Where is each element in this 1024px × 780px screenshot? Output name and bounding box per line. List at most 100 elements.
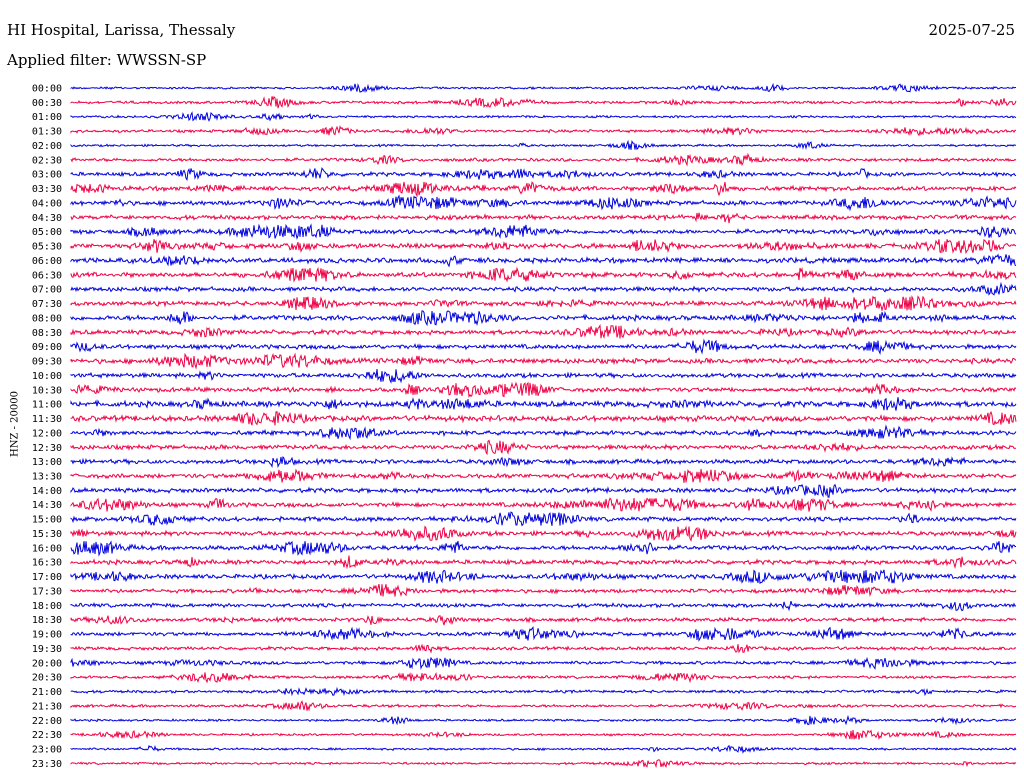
time-tick-label: 22:30 (32, 730, 62, 741)
time-tick-label: 12:00 (32, 428, 62, 439)
time-tick-label: 21:00 (32, 687, 62, 698)
trace-line (70, 700, 1017, 712)
time-tick-label: 13:30 (32, 471, 62, 482)
filter-label: Applied filter: WWSSN-SP (7, 51, 207, 69)
time-tick-label: 06:30 (32, 270, 62, 281)
time-tick-label: 20:30 (32, 673, 62, 684)
time-tick-label: 22:00 (32, 716, 62, 727)
trace-line (70, 125, 1017, 137)
trace-line (70, 714, 1017, 726)
time-tick-label: 19:30 (32, 644, 62, 655)
trace-line (70, 686, 1017, 697)
trace-line (70, 468, 1017, 483)
trace-line (70, 439, 1016, 456)
time-tick-label: 02:00 (32, 141, 62, 152)
trace-line (70, 729, 1017, 741)
time-tick-label: 08:00 (32, 313, 62, 324)
trace-line (70, 569, 1017, 585)
time-tick-label: 14:00 (32, 486, 62, 497)
trace-line (70, 167, 1017, 182)
trace-line (70, 424, 1017, 441)
trace-line (70, 600, 1017, 612)
time-tick-label: 15:30 (32, 529, 62, 540)
time-tick-label: 18:30 (32, 615, 62, 626)
trace-line (70, 111, 1017, 122)
trace-line (70, 583, 1017, 597)
trace-line (70, 139, 1017, 151)
time-tick-label: 16:30 (32, 558, 62, 569)
time-tick-label: 09:30 (32, 357, 62, 368)
trace-line (70, 744, 1017, 755)
trace-line (70, 223, 1017, 240)
time-tick-label: 11:00 (32, 400, 62, 411)
trace-line (70, 212, 1017, 224)
trace-line (70, 96, 1017, 109)
time-tick-label: 19:00 (32, 630, 62, 641)
trace-line (70, 483, 1017, 498)
trace-line (70, 294, 1017, 313)
date-label: 2025-07-25 (928, 21, 1015, 39)
time-tick-label: 03:00 (32, 170, 62, 181)
trace-line (70, 614, 1017, 626)
trace-line (70, 152, 1017, 167)
time-tick-label: 12:30 (32, 443, 62, 454)
time-tick-label: 23:30 (32, 759, 62, 770)
time-tick-label: 23:00 (32, 745, 62, 756)
trace-line (70, 194, 1017, 212)
time-tick-label: 17:30 (32, 586, 62, 597)
time-tick-label: 08:30 (32, 328, 62, 339)
trace-line (70, 82, 1016, 93)
trace-line (70, 511, 1017, 527)
time-tick-label: 11:30 (32, 414, 62, 425)
trace-line (70, 338, 1017, 356)
trace-line (70, 525, 1017, 542)
time-tick-label: 06:00 (32, 256, 62, 267)
time-tick-label: 02:30 (32, 155, 62, 166)
time-tick-label: 05:30 (32, 242, 62, 253)
trace-line (70, 555, 1017, 570)
time-tick-label: 09:00 (32, 342, 62, 353)
time-tick-label: 00:30 (32, 98, 62, 109)
trace-line (70, 253, 1017, 268)
time-tick-label: 01:00 (32, 112, 62, 123)
trace-line (70, 281, 1017, 296)
station-title: HI Hospital, Larissa, Thessaly (7, 21, 236, 39)
time-tick-label: 13:00 (32, 457, 62, 468)
seismic-traces (70, 82, 1017, 769)
trace-line (70, 181, 1017, 198)
time-tick-label: 10:30 (32, 385, 62, 396)
trace-line (70, 456, 1017, 469)
trace-line (70, 759, 1017, 769)
time-tick-label: 07:00 (32, 285, 62, 296)
time-tick-label: 16:00 (32, 543, 62, 554)
trace-line (70, 671, 1017, 684)
trace-line (70, 497, 1017, 512)
trace-line (70, 643, 1017, 654)
trace-line (70, 656, 1017, 671)
time-tick-label: 00:00 (32, 84, 62, 95)
trace-line (70, 368, 1017, 384)
trace-line (70, 540, 1017, 557)
time-tick-label: 20:00 (32, 658, 62, 669)
time-tick-label: 18:00 (32, 601, 62, 612)
time-tick-label: 05:00 (32, 227, 62, 238)
time-tick-label: 14:30 (32, 500, 62, 511)
trace-line (70, 397, 1017, 411)
trace-line (70, 352, 1017, 370)
time-tick-label: 04:30 (32, 213, 62, 224)
time-tick-label: 17:00 (32, 572, 62, 583)
trace-line (70, 266, 1017, 283)
time-tick-labels: 00:00 00:30 01:00 01:30 02:00 02:30 03:00 03:30… (32, 84, 62, 770)
time-tick-label: 07:30 (32, 299, 62, 310)
time-tick-label: 15:00 (32, 515, 62, 526)
time-tick-label: 03:30 (32, 184, 62, 195)
trace-line (70, 381, 1017, 399)
time-tick-label: 10:00 (32, 371, 62, 382)
trace-line (70, 239, 1017, 255)
trace-line (70, 626, 1017, 642)
time-tick-label: 01:30 (32, 127, 62, 138)
trace-line (70, 410, 1017, 426)
time-tick-label: 04:00 (32, 198, 62, 209)
time-tick-label: 21:30 (32, 701, 62, 712)
